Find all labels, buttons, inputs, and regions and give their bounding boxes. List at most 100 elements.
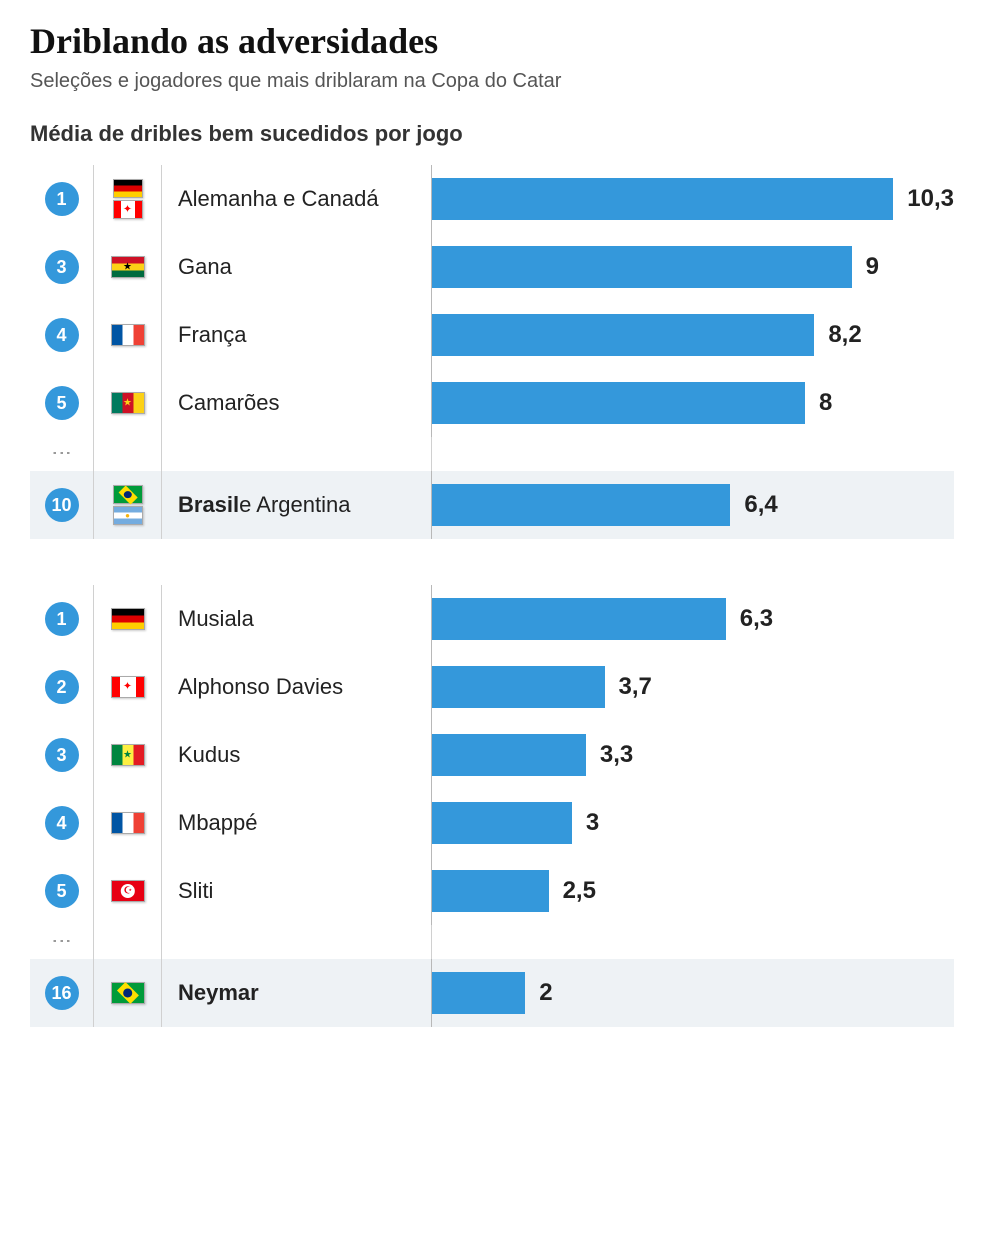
row-label: Alemanha e Canadá (162, 165, 432, 233)
rank-cell: 10 (30, 471, 94, 539)
row-label: Camarões (162, 369, 432, 437)
rank-cell: 3 (30, 233, 94, 301)
rank-badge: 3 (45, 738, 79, 772)
chart-row: 3 Gana 9 (30, 233, 954, 301)
ellipsis-icon: ⋮ (57, 443, 67, 465)
bar-cell: 3 (432, 789, 954, 857)
bar-cell: 6,3 (432, 585, 954, 653)
rank-badge: 4 (45, 318, 79, 352)
bar-value: 8 (819, 389, 832, 417)
row-label: França (162, 301, 432, 369)
bar-cell: 3,7 (432, 653, 954, 721)
bar (432, 246, 852, 288)
bar-value: 6,3 (740, 605, 773, 633)
rank-cell: 1 (30, 585, 94, 653)
chart-row: 1 ✦ Alemanha e Canadá 10,3 (30, 165, 954, 233)
rank-badge: 10 (45, 488, 79, 522)
chart-row: 4 Mbappé 3 (30, 789, 954, 857)
ghana-flag-icon (111, 256, 145, 278)
row-label: Brasil e Argentina (162, 471, 432, 539)
page-title: Driblando as adversidades (30, 20, 954, 62)
chart-row: 16 Neymar 2 (30, 959, 954, 1027)
rank-cell: 3 (30, 721, 94, 789)
teams-chart: 1 ✦ Alemanha e Canadá 10,3 3 Gana 9 4 França 8,2 5… (30, 165, 954, 539)
chart-row: 10 Brasil e Argentina 6,4 (30, 471, 954, 539)
senegal-flag-icon (111, 744, 145, 766)
bar-value: 2,5 (563, 877, 596, 905)
ellipsis-row: ⋮ (30, 925, 954, 959)
bar (432, 734, 586, 776)
row-label: Mbappé (162, 789, 432, 857)
bar-cell: 9 (432, 233, 954, 301)
players-chart: 1Musiala6,32✦Alphonso Davies3,73Kudus3,3… (30, 585, 954, 1027)
bar-value: 3,3 (600, 741, 633, 769)
bar (432, 972, 525, 1014)
rank-cell: 2 (30, 653, 94, 721)
argentina-flag-icon (113, 506, 143, 525)
rank-badge: 5 (45, 386, 79, 420)
rank-badge: 3 (45, 250, 79, 284)
france-flag-icon (111, 812, 145, 834)
flag-cell (94, 233, 162, 301)
rank-cell: 4 (30, 301, 94, 369)
flag-cell (94, 789, 162, 857)
chart-row: 3 Kudus 3,3 (30, 721, 954, 789)
rank-badge: 16 (45, 976, 79, 1010)
bar-value: 8,2 (828, 321, 861, 349)
bar-cell: 8,2 (432, 301, 954, 369)
bar (432, 382, 805, 424)
bar-cell: 6,4 (432, 471, 954, 539)
chart-row: 5 Camarões 8 (30, 369, 954, 437)
canada-flag-icon: ✦ (113, 200, 143, 219)
rank-badge: 1 (45, 182, 79, 216)
canada-flag-icon: ✦ (111, 676, 145, 698)
rank-cell: 16 (30, 959, 94, 1027)
rank-cell: 5 (30, 857, 94, 925)
rank-cell: 4 (30, 789, 94, 857)
bar-value: 3,7 (619, 673, 652, 701)
germany-flag-icon (111, 608, 145, 630)
bar-value: 9 (866, 253, 879, 281)
chart-row: 5 Sliti 2,5 (30, 857, 954, 925)
rank-badge: 4 (45, 806, 79, 840)
flag-cell (94, 857, 162, 925)
ellipsis-row: ⋮ (30, 437, 954, 471)
rank-badge: 1 (45, 602, 79, 636)
france-flag-icon (111, 324, 145, 346)
row-label: Kudus (162, 721, 432, 789)
bar (432, 598, 726, 640)
row-label: Musiala (162, 585, 432, 653)
bar-cell: 2 (432, 959, 954, 1027)
ellipsis-icon: ⋮ (57, 931, 67, 953)
row-label: Gana (162, 233, 432, 301)
bar (432, 666, 605, 708)
flag-cell (94, 721, 162, 789)
rank-badge: 5 (45, 874, 79, 908)
bar-cell: 10,3 (432, 165, 954, 233)
bar (432, 870, 549, 912)
flag-cell (94, 585, 162, 653)
row-label: Sliti (162, 857, 432, 925)
chart-row: 1 Musiala 6,3 (30, 585, 954, 653)
flag-cell (94, 959, 162, 1027)
bar-value: 6,4 (744, 491, 777, 519)
section-label: Média de dribles bem sucedidos por jogo (30, 121, 954, 147)
brazil-flag-icon (113, 485, 143, 504)
flag-cell (94, 301, 162, 369)
bar-cell: 3,3 (432, 721, 954, 789)
flag-cell (94, 369, 162, 437)
bar (432, 314, 814, 356)
chart-row: 4 França 8,2 (30, 301, 954, 369)
bar-value: 2 (539, 979, 552, 1007)
cameroon-flag-icon (111, 392, 145, 414)
flag-cell: ✦ (94, 653, 162, 721)
page-subtitle: Seleções e jogadores que mais driblaram … (30, 70, 954, 93)
flag-cell: ✦ (94, 165, 162, 233)
bar (432, 802, 572, 844)
rank-cell: 1 (30, 165, 94, 233)
chart-row: 2✦Alphonso Davies3,7 (30, 653, 954, 721)
bar-value: 10,3 (907, 185, 954, 213)
tunisia-flag-icon (111, 880, 145, 902)
bar-value: 3 (586, 809, 599, 837)
row-label: Neymar (162, 959, 432, 1027)
